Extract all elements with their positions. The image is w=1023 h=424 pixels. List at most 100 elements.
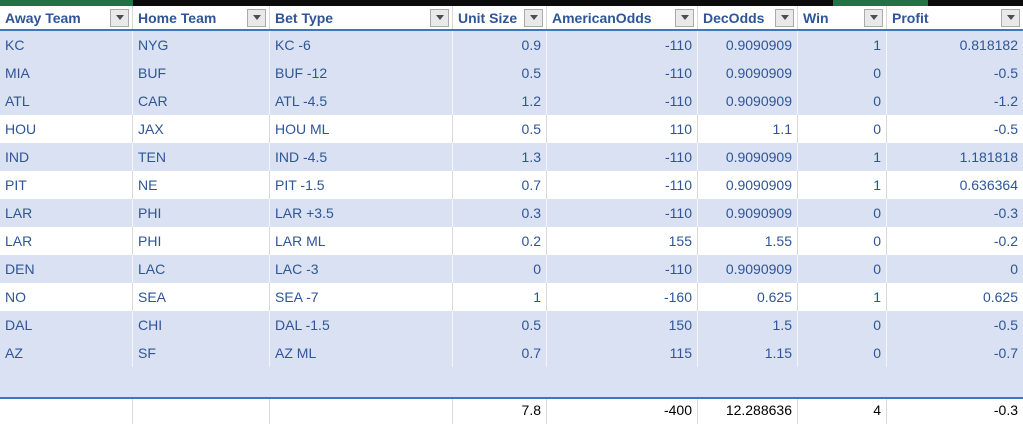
cell-away[interactable]: NO	[0, 283, 133, 311]
cell-unit[interactable]: 0.5	[453, 115, 547, 143]
cell-unit[interactable]: 0.7	[453, 171, 547, 199]
cell-dec[interactable]: 0.9090909	[698, 87, 798, 115]
cell-dec[interactable]: 1.55	[698, 227, 798, 255]
cell-dec[interactable]: 1.5	[698, 311, 798, 339]
total-cell-away-team[interactable]	[0, 399, 133, 424]
filter-button-american-odds[interactable]	[675, 8, 694, 27]
cell-american[interactable]: 115	[547, 339, 698, 367]
cell-profit[interactable]: -0.5	[993, 65, 1018, 81]
cell-dec[interactable]: 0.625	[698, 283, 798, 311]
column-header-bet-type[interactable]: Bet Type	[270, 6, 453, 29]
cell-win[interactable]: 1	[798, 143, 887, 171]
cell-bet[interactable]: KC -6	[270, 31, 453, 59]
cell-away[interactable]: IND	[0, 143, 133, 171]
cell-unit[interactable]: 0.5	[453, 59, 547, 87]
filter-button-profit[interactable]	[1001, 8, 1020, 27]
cell-profit[interactable]: 0.636364	[959, 177, 1018, 193]
cell-away[interactable]: ATL	[0, 87, 133, 115]
cell-bet[interactable]: LAR ML	[270, 227, 453, 255]
cell-away[interactable]: LAR	[0, 227, 133, 255]
cell-win[interactable]: 0	[798, 87, 887, 115]
filter-button-dec-odds[interactable]	[775, 8, 794, 27]
cell-away[interactable]: LAR	[0, 199, 133, 227]
cell-dec[interactable]: 0.9090909	[698, 143, 798, 171]
cell-unit[interactable]: 0.2	[453, 227, 547, 255]
filter-button-unit-size[interactable]	[524, 8, 543, 27]
cell-unit[interactable]: 0.3	[453, 199, 547, 227]
total-cell-home-team[interactable]	[133, 399, 270, 424]
filter-button-home-team[interactable]	[247, 8, 266, 27]
cell-profit[interactable]: -1.2	[993, 93, 1018, 109]
cell-american[interactable]: -160	[547, 283, 698, 311]
cell-win[interactable]: 0	[798, 311, 887, 339]
cell-profit[interactable]: -0.7	[993, 345, 1018, 361]
cell-home[interactable]: PHI	[133, 199, 270, 227]
cell-win[interactable]: 1	[798, 31, 887, 59]
cell-win[interactable]: 0	[798, 59, 887, 87]
cell-american[interactable]: -110	[547, 31, 698, 59]
filter-button-win[interactable]	[864, 8, 883, 27]
cell-profit[interactable]: 0.818182	[959, 37, 1018, 53]
cell-bet[interactable]: SEA -7	[270, 283, 453, 311]
cell-away[interactable]: MIA	[0, 59, 133, 87]
cell-american[interactable]: -110	[547, 199, 698, 227]
cell-away[interactable]: KC	[0, 31, 133, 59]
cell-american[interactable]: 150	[547, 311, 698, 339]
filter-button-away-team[interactable]	[110, 8, 129, 27]
column-header-away-team[interactable]: Away Team	[0, 6, 133, 29]
cell-bet[interactable]: PIT -1.5	[270, 171, 453, 199]
total-cell-bet-type[interactable]	[270, 399, 453, 424]
cell-profit[interactable]: -0.3	[993, 205, 1018, 221]
total-cell-profit[interactable]: -0.3	[993, 402, 1018, 418]
cell-home[interactable]: JAX	[133, 115, 270, 143]
cell-win[interactable]: 0	[798, 255, 887, 283]
cell-bet[interactable]: LAC -3	[270, 255, 453, 283]
cell-home[interactable]: SF	[133, 339, 270, 367]
cell-bet[interactable]: AZ ML	[270, 339, 453, 367]
cell-unit[interactable]: 0.9	[453, 31, 547, 59]
cell-american[interactable]: -110	[547, 87, 698, 115]
cell-unit[interactable]: 1	[453, 283, 547, 311]
cell-unit[interactable]: 1.2	[453, 87, 547, 115]
cell-bet[interactable]: DAL -1.5	[270, 311, 453, 339]
cell-away[interactable]: HOU	[0, 115, 133, 143]
cell-dec[interactable]: 0.9090909	[698, 255, 798, 283]
cell-home[interactable]: CAR	[133, 87, 270, 115]
cell-home[interactable]: NYG	[133, 31, 270, 59]
column-header-profit[interactable]: Profit	[887, 6, 1023, 29]
total-cell-dec-odds[interactable]: 12.288636	[698, 399, 798, 424]
cell-dec[interactable]: 1.1	[698, 115, 798, 143]
column-header-dec-odds[interactable]: DecOdds	[698, 6, 798, 29]
cell-american[interactable]: 155	[547, 227, 698, 255]
column-header-unit-size[interactable]: Unit Size	[453, 6, 547, 29]
cell-away[interactable]: DEN	[0, 255, 133, 283]
cell-bet[interactable]: HOU ML	[270, 115, 453, 143]
cell-bet[interactable]: IND -4.5	[270, 143, 453, 171]
cell-unit[interactable]: 0.7	[453, 339, 547, 367]
cell-win[interactable]: 1	[798, 171, 887, 199]
cell-unit[interactable]: 1.3	[453, 143, 547, 171]
cell-dec[interactable]: 0.9090909	[698, 171, 798, 199]
column-header-american-odds[interactable]: AmericanOdds	[547, 6, 698, 29]
cell-unit[interactable]: 0	[453, 255, 547, 283]
cell-home[interactable]: BUF	[133, 59, 270, 87]
cell-dec[interactable]: 1.15	[698, 339, 798, 367]
cell-home[interactable]: TEN	[133, 143, 270, 171]
cell-home[interactable]: PHI	[133, 227, 270, 255]
total-cell-american-odds[interactable]: -400	[547, 399, 698, 424]
cell-home[interactable]: CHI	[133, 311, 270, 339]
cell-win[interactable]: 0	[798, 339, 887, 367]
cell-bet[interactable]: ATL -4.5	[270, 87, 453, 115]
cell-win[interactable]: 0	[798, 199, 887, 227]
cell-profit[interactable]: 0	[1010, 261, 1018, 277]
cell-dec[interactable]: 0.9090909	[698, 199, 798, 227]
column-header-win[interactable]: Win	[798, 6, 887, 29]
cell-home[interactable]: SEA	[133, 283, 270, 311]
cell-unit[interactable]: 0.5	[453, 311, 547, 339]
cell-american[interactable]: -110	[547, 59, 698, 87]
filter-button-bet-type[interactable]	[430, 8, 449, 27]
cell-win[interactable]: 0	[798, 227, 887, 255]
cell-away[interactable]: DAL	[0, 311, 133, 339]
cell-away[interactable]: AZ	[0, 339, 133, 367]
total-cell-win[interactable]: 4	[798, 399, 887, 424]
